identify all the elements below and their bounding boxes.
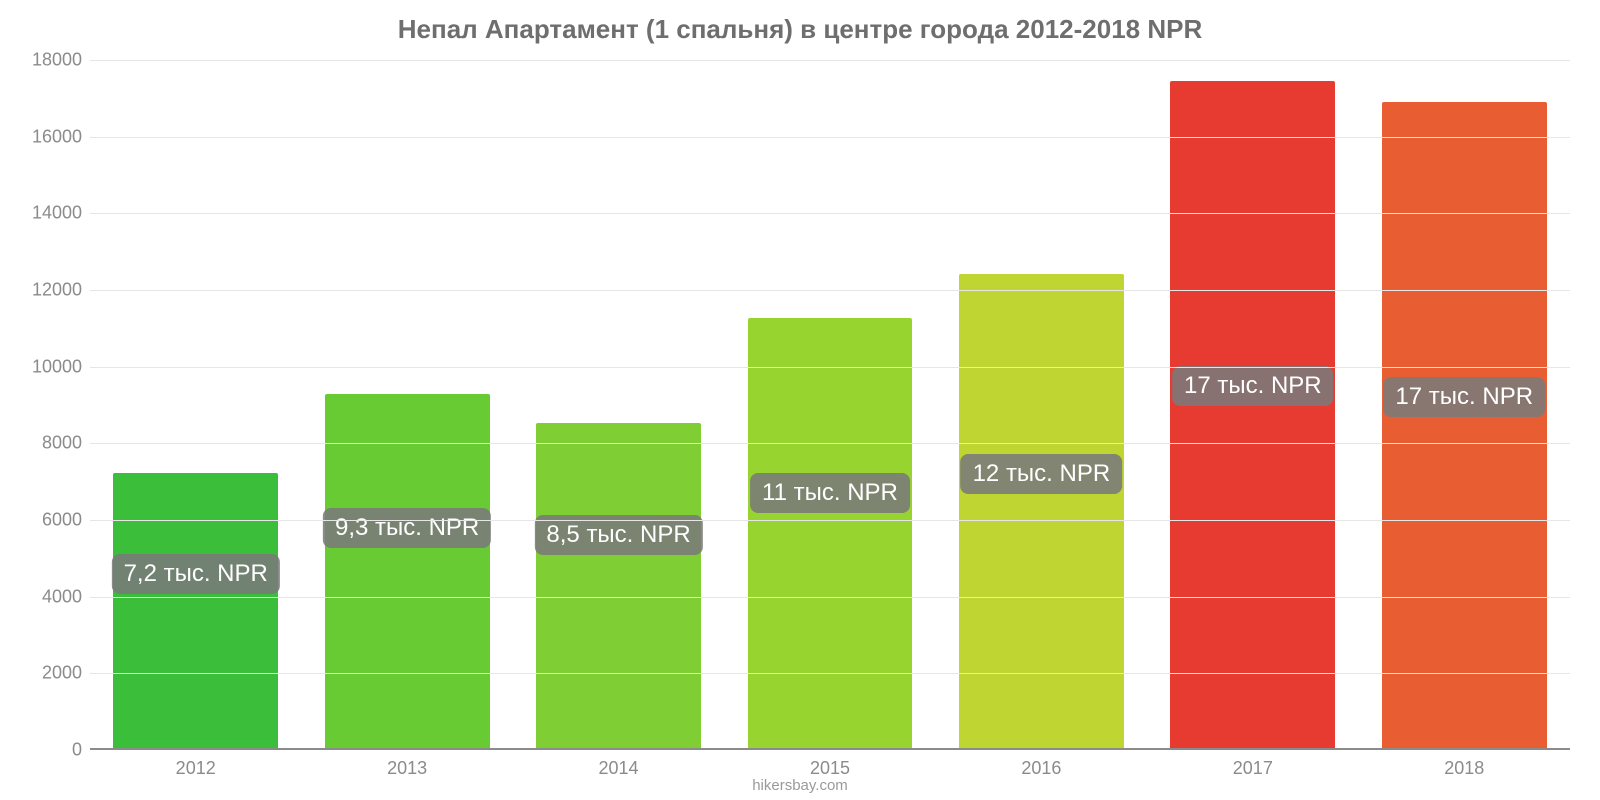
credit-text: hikersbay.com <box>0 777 1600 794</box>
bar <box>1382 102 1547 748</box>
gridline <box>90 597 1570 598</box>
y-axis-tick-label: 18000 <box>12 50 82 71</box>
y-axis-tick-label: 16000 <box>12 126 82 147</box>
y-axis-tick-label: 10000 <box>12 356 82 377</box>
plot-area: 7,2 тыс. NPR20129,3 тыс. NPR20138,5 тыс.… <box>90 60 1570 750</box>
y-axis-tick-label: 14000 <box>12 203 82 224</box>
bar-value-badge: 9,3 тыс. NPR <box>323 508 491 548</box>
bar <box>959 274 1124 748</box>
bar <box>1170 81 1335 748</box>
bar-slot: 9,3 тыс. NPR2013 <box>301 60 512 748</box>
bar-value-badge: 7,2 тыс. NPR <box>112 554 280 594</box>
gridline <box>90 60 1570 61</box>
bar-slot: 11 тыс. NPR2015 <box>724 60 935 748</box>
y-axis-tick-label: 12000 <box>12 280 82 301</box>
bar <box>113 473 278 748</box>
bar <box>325 394 490 748</box>
gridline <box>90 213 1570 214</box>
bars-group: 7,2 тыс. NPR20129,3 тыс. NPR20138,5 тыс.… <box>90 60 1570 748</box>
bar-value-badge: 17 тыс. NPR <box>1383 377 1545 417</box>
gridline <box>90 290 1570 291</box>
bar-slot: 17 тыс. NPR2017 <box>1147 60 1358 748</box>
gridline <box>90 520 1570 521</box>
chart-title: Непал Апартамент (1 спальня) в центре го… <box>0 14 1600 45</box>
x-axis-tick-label: 2018 <box>1444 758 1484 779</box>
y-axis-tick-label: 6000 <box>12 510 82 531</box>
y-axis-tick-label: 0 <box>12 740 82 761</box>
y-axis-tick-label: 2000 <box>12 663 82 684</box>
bar-value-badge: 8,5 тыс. NPR <box>534 515 702 555</box>
gridline <box>90 673 1570 674</box>
bar-slot: 17 тыс. NPR2018 <box>1359 60 1570 748</box>
y-axis-tick-label: 4000 <box>12 586 82 607</box>
y-axis-tick-label: 8000 <box>12 433 82 454</box>
gridline <box>90 367 1570 368</box>
bar-slot: 7,2 тыс. NPR2012 <box>90 60 301 748</box>
x-axis-tick-label: 2014 <box>599 758 639 779</box>
bar-value-badge: 11 тыс. NPR <box>750 473 910 513</box>
bar <box>748 318 913 748</box>
bar-slot: 12 тыс. NPR2016 <box>936 60 1147 748</box>
gridline <box>90 443 1570 444</box>
x-axis-tick-label: 2012 <box>176 758 216 779</box>
x-axis-tick-label: 2016 <box>1021 758 1061 779</box>
bar-slot: 8,5 тыс. NPR2014 <box>513 60 724 748</box>
x-axis-tick-label: 2017 <box>1233 758 1273 779</box>
x-axis-tick-label: 2015 <box>810 758 850 779</box>
bar-value-badge: 17 тыс. NPR <box>1172 366 1334 406</box>
bar-value-badge: 12 тыс. NPR <box>961 454 1123 494</box>
x-axis-tick-label: 2013 <box>387 758 427 779</box>
bar <box>536 423 701 748</box>
gridline <box>90 137 1570 138</box>
chart-container: Непал Апартамент (1 спальня) в центре го… <box>0 0 1600 800</box>
